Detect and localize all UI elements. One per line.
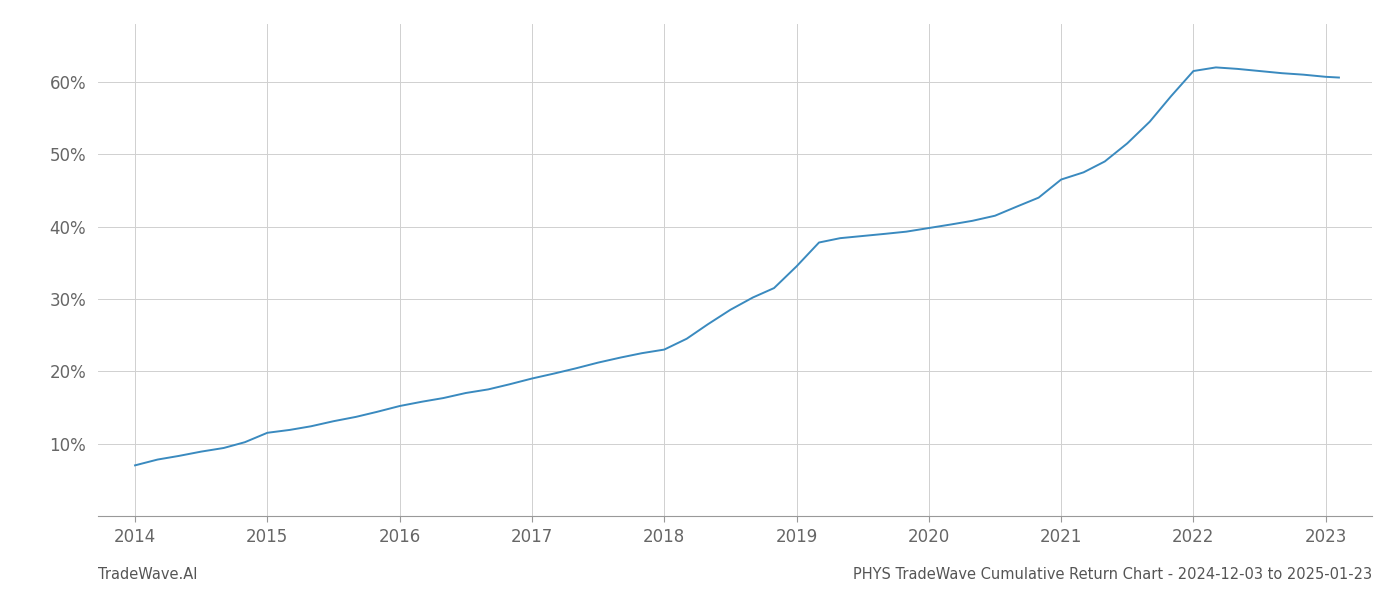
Text: PHYS TradeWave Cumulative Return Chart - 2024-12-03 to 2025-01-23: PHYS TradeWave Cumulative Return Chart -… xyxy=(853,567,1372,582)
Text: TradeWave.AI: TradeWave.AI xyxy=(98,567,197,582)
